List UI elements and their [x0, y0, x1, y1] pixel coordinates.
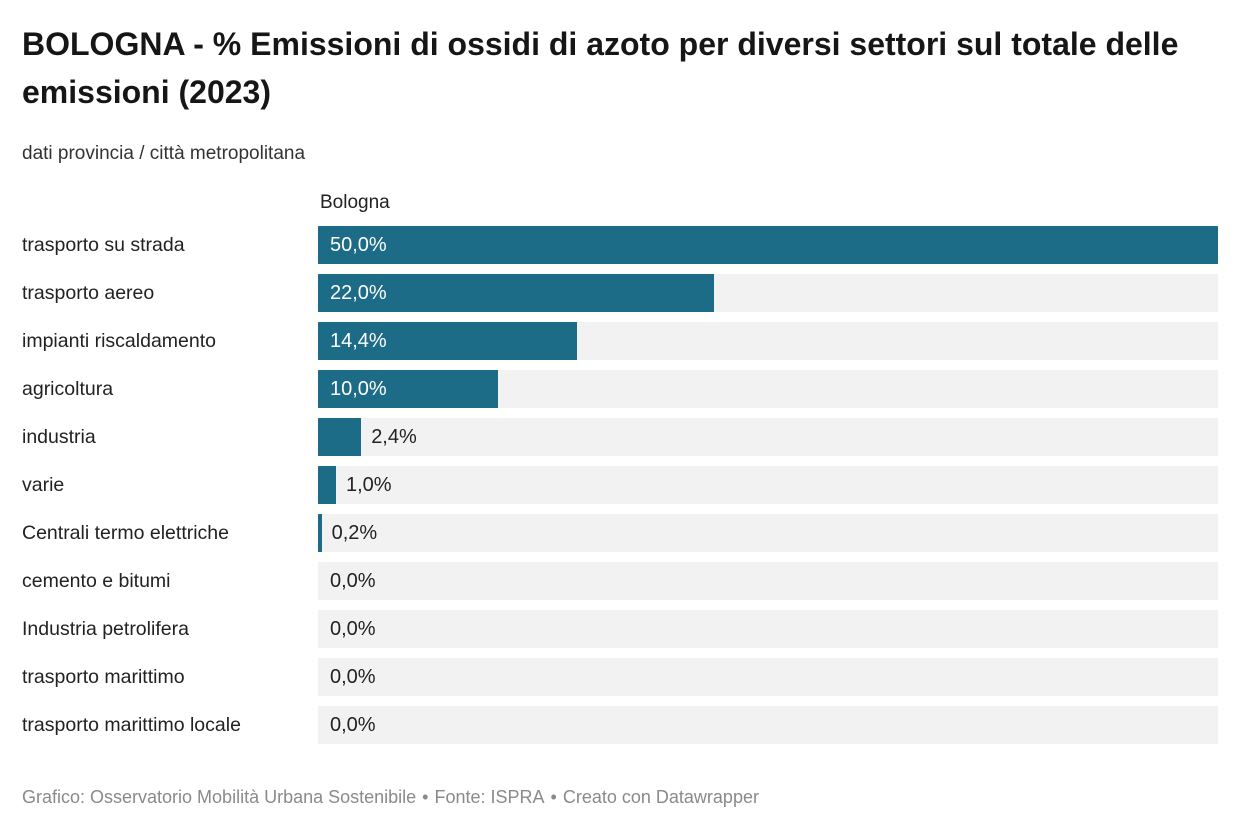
row-label: trasporto marittimo locale [22, 713, 241, 736]
row-label: trasporto marittimo [22, 665, 185, 688]
chart-row: industria 2,4% [22, 418, 1218, 456]
chart-subtitle: dati provincia / città metropolitana [22, 143, 306, 164]
chart-row: agricoltura 10,0% [22, 370, 1218, 408]
row-label: trasporto su strada [22, 233, 185, 256]
footer-datawrapper-link[interactable]: Creato con Datawrapper [562, 787, 759, 807]
bar-track: 14,4% [318, 322, 1218, 360]
chart-row: trasporto marittimo 0,0% [22, 658, 1218, 696]
bar-track: 0,0% [318, 562, 1218, 600]
bar-track: 0,0% [318, 658, 1218, 696]
bar-track: 1,0% [318, 466, 1218, 504]
bar-value-label: 0,0% [330, 618, 376, 640]
bar-chart: Bologna trasporto su strada 50,0% trasport… [22, 192, 1218, 744]
bar-track: 0,0% [318, 610, 1218, 648]
bar-track: 10,0% [318, 370, 1218, 408]
bar-track: 22,0% [318, 274, 1218, 312]
bar-track: 0,0% [318, 706, 1218, 744]
bar-value-label: 0,2% [331, 522, 378, 544]
bar-value-label: 2,4% [371, 426, 417, 448]
bar-value-label: 10,0% [330, 378, 387, 400]
column-header-row: Bologna [22, 192, 1218, 214]
bar [318, 274, 714, 312]
chart-row: trasporto su strada 50,0% [22, 226, 1218, 264]
bar-value-label: 14,4% [330, 330, 387, 352]
footer-credit: Grafico: Osservatorio Mobilità Urbana So… [22, 787, 417, 807]
bar-value-label: 0,0% [330, 570, 376, 592]
footer-source: Fonte: ISPRA [434, 787, 545, 807]
chart-title: BOLOGNA - % Emissioni di ossidi di azoto… [22, 26, 1179, 110]
chart-row: Industria petrolifera 0,0% [22, 610, 1218, 648]
bar [318, 370, 498, 408]
chart-page: BOLOGNA - % Emissioni di ossidi di azoto… [22, 26, 1218, 808]
row-label: trasporto aereo [22, 281, 155, 304]
row-label: Industria petrolifera [22, 617, 189, 640]
chart-row: trasporto marittimo locale 0,0% [22, 706, 1218, 744]
chart-row: impianti riscaldamento 14,4% [22, 322, 1218, 360]
bar-value-label: 1,0% [346, 474, 392, 496]
bar [318, 418, 362, 456]
row-label: impianti riscaldamento [22, 329, 217, 352]
row-label: agricoltura [22, 377, 114, 400]
chart-row: varie 1,0% [22, 466, 1218, 504]
chart-rows: trasporto su strada 50,0% trasporto aereo 2… [22, 226, 1218, 744]
bar [318, 466, 336, 504]
bar [318, 226, 1218, 264]
bar [318, 514, 322, 552]
row-label: varie [22, 473, 65, 496]
footer-separator: • [422, 787, 429, 807]
chart-row: Centrali termo elettriche 0,2% [22, 514, 1218, 552]
chart-row: cemento e bitumi 0,0% [22, 562, 1218, 600]
bar-value-label: 0,0% [330, 666, 376, 688]
bar [318, 322, 578, 360]
footer-byline: Grafico: Osservatorio Mobilità Urbana So… [22, 786, 1218, 808]
row-label: cemento e bitumi [22, 569, 171, 592]
row-label: Centrali termo elettriche [22, 521, 229, 544]
bar-value-label: 0,0% [330, 714, 376, 736]
column-header: Bologna [320, 192, 390, 213]
row-label: industria [22, 425, 96, 448]
bar-value-label: 50,0% [330, 234, 387, 256]
bar-track: 2,4% [318, 418, 1218, 456]
bar-track: 0,2% [318, 514, 1218, 552]
footer-separator: • [550, 787, 557, 807]
bar-value-label: 22,0% [330, 282, 387, 304]
chart-row: trasporto aereo 22,0% [22, 274, 1218, 312]
bar-track: 50,0% [318, 226, 1218, 264]
